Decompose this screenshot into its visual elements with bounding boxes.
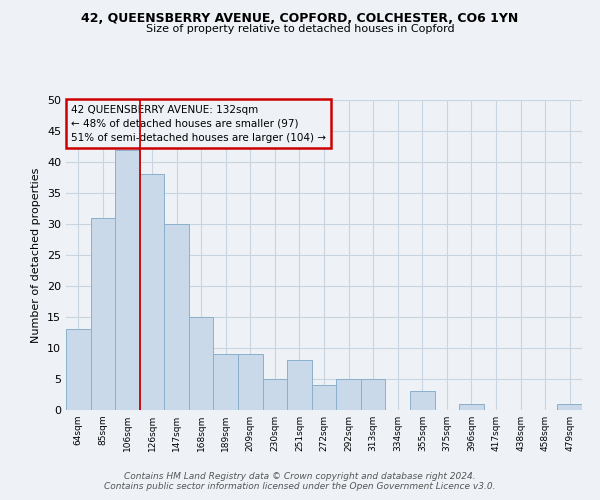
Bar [66,330,91,410]
Bar [140,174,164,410]
Bar [189,317,214,410]
Bar [410,392,434,410]
Bar [557,404,582,410]
Text: 42, QUEENSBERRY AVENUE, COPFORD, COLCHESTER, CO6 1YN: 42, QUEENSBERRY AVENUE, COPFORD, COLCHES… [82,12,518,26]
Bar [459,404,484,410]
Text: 42 QUEENSBERRY AVENUE: 132sqm
← 48% of detached houses are smaller (97)
51% of s: 42 QUEENSBERRY AVENUE: 132sqm ← 48% of d… [71,104,326,142]
Text: Contains public sector information licensed under the Open Government Licence v3: Contains public sector information licen… [104,482,496,491]
Bar [214,354,238,410]
Text: Size of property relative to detached houses in Copford: Size of property relative to detached ho… [146,24,454,34]
Bar [287,360,312,410]
Bar [238,354,263,410]
Text: Contains HM Land Registry data © Crown copyright and database right 2024.: Contains HM Land Registry data © Crown c… [124,472,476,481]
Bar [263,379,287,410]
Bar [115,150,140,410]
Bar [361,379,385,410]
Bar [336,379,361,410]
Bar [91,218,115,410]
Y-axis label: Number of detached properties: Number of detached properties [31,168,41,342]
Bar [164,224,189,410]
Bar [312,385,336,410]
